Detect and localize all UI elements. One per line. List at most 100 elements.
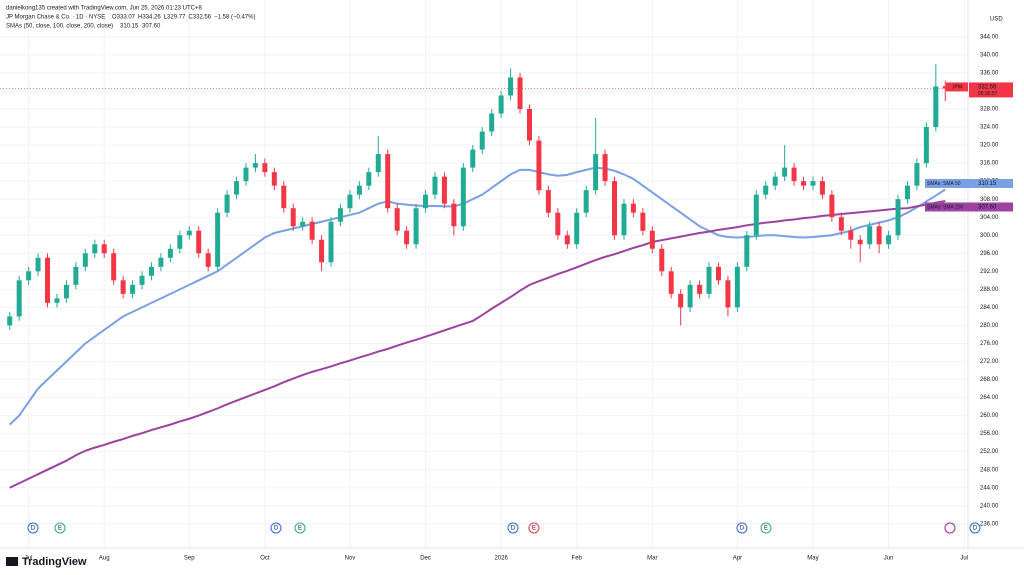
logo-mark [6,557,18,566]
event-label: E [58,526,62,532]
event-label: E [764,526,768,532]
sma-value: 307.60 [978,205,997,211]
candle-body [508,77,514,96]
candle-body [111,253,117,281]
candle-body [300,221,306,227]
candle-body [196,230,202,254]
x-tick-label: Apr [733,556,742,562]
candle-body [281,185,287,209]
candle-body [697,284,703,294]
candle-body [460,167,466,227]
x-tick-label: Oct [260,556,270,562]
sma-line [9,166,946,426]
event-marker[interactable] [54,522,66,534]
event-marker[interactable] [760,522,772,534]
y-tick-label: 264.00 [980,395,999,401]
x-tick-label: May [807,556,818,562]
event-label: D [511,526,516,532]
candle-body [734,266,740,308]
y-tick-label: 272.00 [980,359,999,365]
y-tick-label: 300.00 [980,233,999,239]
candle-body [933,86,939,128]
candle-body [564,235,570,245]
plot [0,0,968,548]
candle-body [857,239,863,245]
candle-body [224,194,230,213]
symbol-box [946,82,968,92]
y-tick-label: 308.00 [980,197,999,203]
candle-body [470,149,476,168]
candle-body [819,181,825,195]
ohlc-value: C332.56 [188,15,211,21]
y-tick-label: 236.00 [980,521,999,527]
candle-body [706,266,712,294]
y-tick-label: 256.00 [980,431,999,437]
candle-body [649,230,655,249]
event-marker[interactable] [270,522,282,534]
candle-body [612,181,618,236]
y-tick-label: 336.00 [980,71,999,77]
candle-body [498,95,504,114]
study-value: 307.60 [142,24,161,30]
y-tick-label: 292.00 [980,269,999,275]
candle-body [753,194,759,236]
event-label: D [274,526,279,532]
candle-body [148,266,154,276]
events: D E D E D E D E D [27,522,981,534]
y-tick-label: 284.00 [980,305,999,311]
event-label: D [973,526,978,532]
candle-body [337,208,343,222]
last-price-label: 332.56 [978,85,997,91]
candle-body [328,221,334,263]
event-marker[interactable] [736,522,748,534]
candle-body [375,154,381,173]
x-tick-label: Jul [25,556,33,562]
candle-body [441,176,447,204]
event-label: E [532,526,536,532]
candle-body [139,275,145,285]
y-tick-label: 280.00 [980,323,999,329]
x-tick-label: 2026 [494,556,508,562]
candle-body [829,194,835,218]
candle-body [394,208,400,231]
candle-body [7,316,13,326]
y-tick-label: 244.00 [980,485,999,491]
event-marker[interactable] [27,522,39,534]
candle-body [385,154,391,209]
candle-body [621,203,627,236]
y-tick-label: 288.00 [980,287,999,293]
event-label: E [298,526,302,532]
author-line: danielkong135 created with TradingView.c… [6,6,203,12]
y-tick-label: 328.00 [980,107,999,113]
sma-line [9,199,946,489]
candle-body [234,181,240,195]
event-marker[interactable] [969,522,981,534]
event-marker[interactable] [944,522,956,534]
x-tick-label: Dec [420,556,431,562]
candle-body [838,217,844,231]
candle-body [517,77,523,109]
ohlc-value: −1.58 (−0.47%) [214,15,255,21]
candle-body [725,280,731,308]
logo-text: TradingView [22,556,87,568]
sma-tag: SMAs: SMA 200 307.60 [925,202,1013,212]
candle-body [158,257,164,267]
candle-body [848,230,854,240]
candle-body [309,221,315,240]
candle-body [715,266,721,281]
event-marker[interactable] [528,522,540,534]
candle-body [290,208,296,227]
event-marker[interactable] [507,522,519,534]
candle-body [914,163,920,186]
candle-body [687,284,693,308]
y-tick-label: 276.00 [980,341,999,347]
event-marker[interactable] [294,522,306,534]
candle-body [810,181,816,186]
candle-body [602,154,608,182]
ohlc-value: H334.26 [138,15,161,21]
y-tick-label: 344.00 [980,34,999,40]
candle-body [593,154,599,191]
candle-body [526,108,532,141]
